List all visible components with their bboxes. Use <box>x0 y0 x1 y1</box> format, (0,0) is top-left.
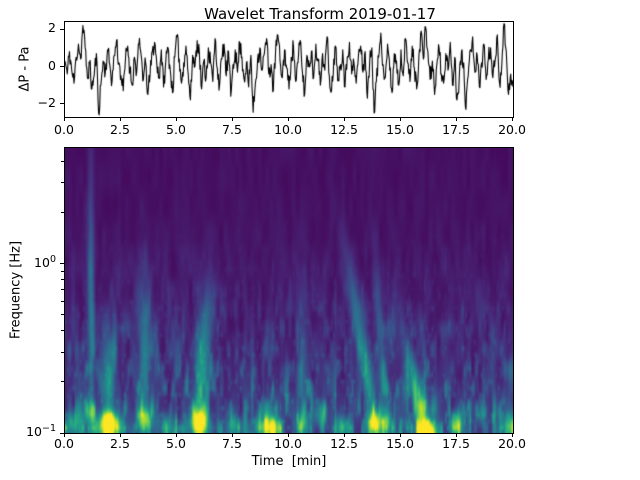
x-tick-label: 10.0 <box>274 122 302 137</box>
scalogram-canvas <box>65 148 513 433</box>
x-tick-label: 7.5 <box>222 436 242 451</box>
x-tick <box>287 433 289 437</box>
y-minor-tick <box>61 300 64 302</box>
y-minor-tick <box>61 330 64 332</box>
y-minor-tick <box>61 289 64 291</box>
x-tick <box>175 117 177 121</box>
x-tick <box>399 433 401 437</box>
x-tick <box>343 433 345 437</box>
y-tick <box>60 66 64 68</box>
x-tick <box>511 433 513 437</box>
y-minor-tick <box>61 314 64 316</box>
y-minor-tick <box>61 270 64 272</box>
x-tick-label: 15.0 <box>386 122 414 137</box>
y-tick <box>60 103 64 105</box>
x-tick <box>63 433 65 437</box>
x-tick <box>399 117 401 121</box>
x-tick-label: 0.0 <box>54 122 74 137</box>
x-tick-label: 12.5 <box>330 436 358 451</box>
x-tick-label: 17.5 <box>442 436 470 451</box>
y-tick <box>60 263 64 265</box>
x-tick-label: 0.0 <box>54 436 74 451</box>
x-tick-label: 2.5 <box>110 122 130 137</box>
x-tick-label: 15.0 <box>386 436 414 451</box>
x-tick <box>231 117 233 121</box>
x-tick <box>343 117 345 121</box>
time-axis-label: Time [min] <box>251 454 327 469</box>
y-tick <box>60 28 64 30</box>
x-tick <box>119 117 121 121</box>
timeseries-canvas <box>65 22 513 117</box>
timeseries-axes <box>64 21 514 118</box>
x-tick-label: 12.5 <box>330 122 358 137</box>
scalogram-axes <box>64 147 514 434</box>
x-tick <box>287 117 289 121</box>
x-tick <box>511 117 513 121</box>
y-tick-label: 10−1 <box>26 423 56 440</box>
x-tick-label: 17.5 <box>442 122 470 137</box>
x-tick <box>455 433 457 437</box>
y-minor-tick <box>61 381 64 383</box>
y-tick-label: −2 <box>37 94 56 110</box>
x-tick-label: 10.0 <box>274 436 302 451</box>
y-tick-label: 100 <box>34 253 56 270</box>
y-tick-label: 0 <box>48 57 56 73</box>
x-tick <box>63 117 65 121</box>
y-minor-tick <box>61 161 64 163</box>
x-tick-label: 2.5 <box>110 436 130 451</box>
x-tick <box>231 433 233 437</box>
x-tick <box>455 117 457 121</box>
x-tick <box>175 433 177 437</box>
y-tick <box>60 432 64 434</box>
x-tick-label: 20.0 <box>498 436 526 451</box>
x-tick <box>119 433 121 437</box>
y-minor-tick <box>61 351 64 353</box>
figure-title: Wavelet Transform 2019-01-17 <box>204 5 436 23</box>
y-minor-tick <box>61 279 64 281</box>
x-tick-label: 7.5 <box>222 122 242 137</box>
x-tick-label: 5.0 <box>166 436 186 451</box>
y-minor-tick <box>61 212 64 214</box>
x-tick-label: 20.0 <box>498 122 526 137</box>
y-minor-tick <box>61 182 64 184</box>
x-tick-label: 5.0 <box>166 122 186 137</box>
y-tick-label: 2 <box>48 20 56 36</box>
